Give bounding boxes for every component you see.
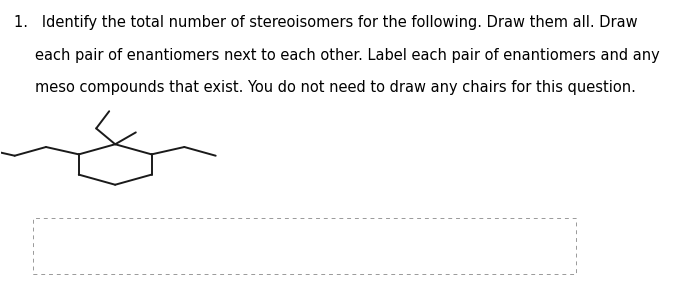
Bar: [34, 218, 576, 274]
Text: 1.   Identify the total number of stereoisomers for the following. Draw them all: 1. Identify the total number of stereois…: [14, 15, 638, 30]
Text: meso compounds that exist. You do not need to draw any chairs for this question.: meso compounds that exist. You do not ne…: [35, 80, 636, 95]
Text: each pair of enantiomers next to each other. Label each pair of enantiomers and : each pair of enantiomers next to each ot…: [35, 48, 660, 63]
